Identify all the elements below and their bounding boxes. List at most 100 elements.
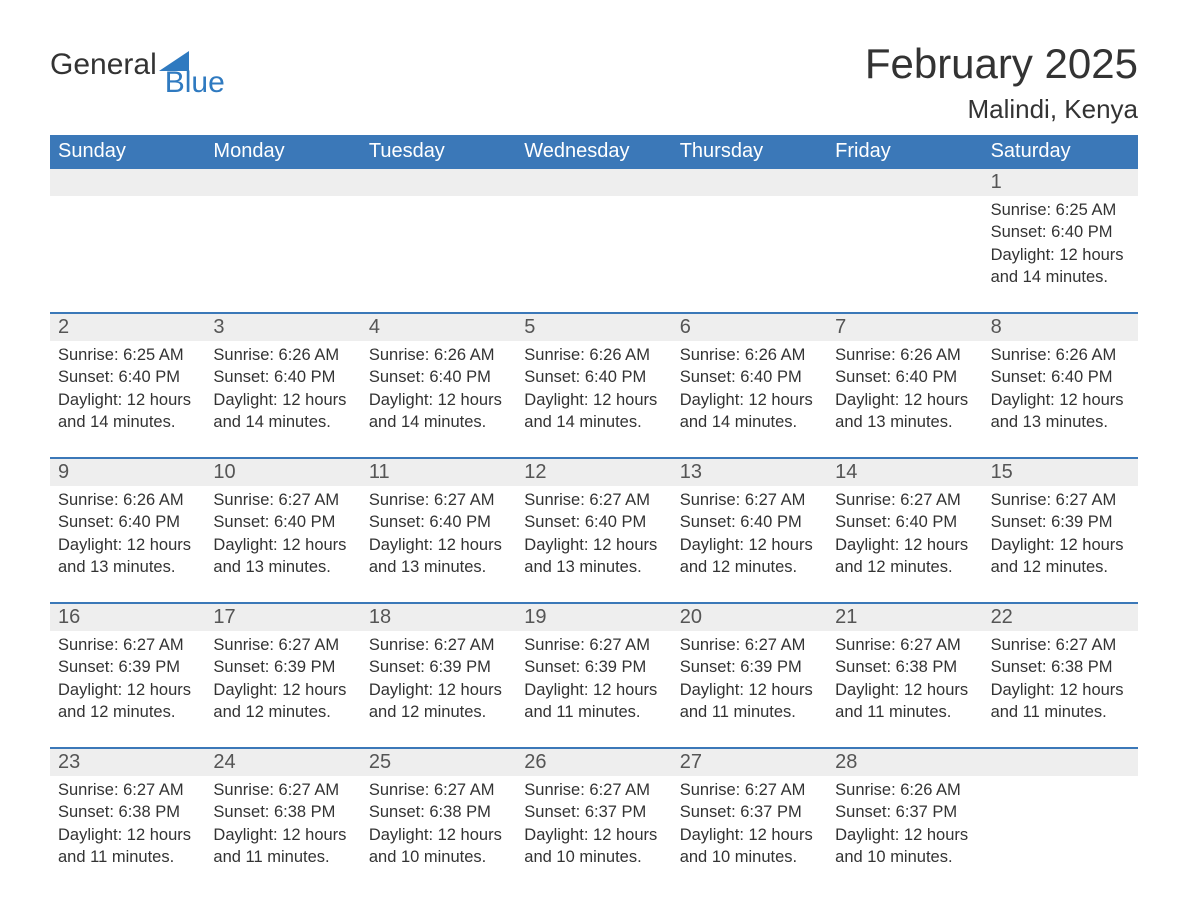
calendar-page: General Blue February 2025 Malindi, Keny… bbox=[0, 0, 1188, 906]
day-cell: Sunrise: 6:26 AMSunset: 6:40 PMDaylight:… bbox=[983, 341, 1138, 441]
day-cell: Sunrise: 6:26 AMSunset: 6:37 PMDaylight:… bbox=[827, 776, 982, 876]
weekday-thursday: Thursday bbox=[672, 135, 827, 169]
sunrise-text: Sunrise: 6:27 AM bbox=[835, 635, 974, 656]
daylight-text-line2: and 11 minutes. bbox=[213, 847, 352, 868]
sunset-text: Sunset: 6:39 PM bbox=[680, 657, 819, 678]
daylight-text-line1: Daylight: 12 hours bbox=[369, 825, 508, 846]
daylight-text-line2: and 11 minutes. bbox=[835, 702, 974, 723]
day-number: 12 bbox=[516, 459, 671, 486]
sunset-text: Sunset: 6:40 PM bbox=[991, 222, 1130, 243]
day-cell: Sunrise: 6:26 AMSunset: 6:40 PMDaylight:… bbox=[672, 341, 827, 441]
daylight-text-line1: Daylight: 12 hours bbox=[213, 680, 352, 701]
weekday-header-row: Sunday Monday Tuesday Wednesday Thursday… bbox=[50, 135, 1138, 169]
day-cell: Sunrise: 6:25 AMSunset: 6:40 PMDaylight:… bbox=[50, 341, 205, 441]
title-block: February 2025 Malindi, Kenya bbox=[865, 40, 1138, 125]
day-cell: Sunrise: 6:27 AMSunset: 6:38 PMDaylight:… bbox=[50, 776, 205, 876]
day-number: 4 bbox=[361, 314, 516, 341]
day-number bbox=[361, 169, 516, 196]
daylight-text-line2: and 14 minutes. bbox=[991, 267, 1130, 288]
sunset-text: Sunset: 6:38 PM bbox=[835, 657, 974, 678]
sunrise-text: Sunrise: 6:27 AM bbox=[680, 635, 819, 656]
logo: General Blue bbox=[50, 40, 253, 80]
daylight-text-line2: and 14 minutes. bbox=[213, 412, 352, 433]
daylight-text-line2: and 12 minutes. bbox=[58, 702, 197, 723]
daylight-text-line1: Daylight: 12 hours bbox=[369, 680, 508, 701]
day-number: 7 bbox=[827, 314, 982, 341]
logo-text-blue: Blue bbox=[165, 68, 225, 98]
day-cell: Sunrise: 6:27 AMSunset: 6:39 PMDaylight:… bbox=[361, 631, 516, 731]
weekday-monday: Monday bbox=[205, 135, 360, 169]
daylight-text-line1: Daylight: 12 hours bbox=[680, 680, 819, 701]
sunrise-text: Sunrise: 6:27 AM bbox=[369, 780, 508, 801]
daylight-text-line1: Daylight: 12 hours bbox=[524, 825, 663, 846]
sunrise-text: Sunrise: 6:26 AM bbox=[369, 345, 508, 366]
day-cell: Sunrise: 6:26 AMSunset: 6:40 PMDaylight:… bbox=[50, 486, 205, 586]
day-number: 8 bbox=[983, 314, 1138, 341]
sunrise-text: Sunrise: 6:26 AM bbox=[524, 345, 663, 366]
day-number bbox=[516, 169, 671, 196]
calendar-week: 1Sunrise: 6:25 AMSunset: 6:40 PMDaylight… bbox=[50, 169, 1138, 296]
day-number bbox=[827, 169, 982, 196]
sunrise-text: Sunrise: 6:25 AM bbox=[58, 345, 197, 366]
day-cell: Sunrise: 6:27 AMSunset: 6:38 PMDaylight:… bbox=[361, 776, 516, 876]
sunset-text: Sunset: 6:40 PM bbox=[835, 367, 974, 388]
day-cell bbox=[672, 196, 827, 296]
day-number: 24 bbox=[205, 749, 360, 776]
day-cell: Sunrise: 6:27 AMSunset: 6:39 PMDaylight:… bbox=[205, 631, 360, 731]
day-cell: Sunrise: 6:27 AMSunset: 6:37 PMDaylight:… bbox=[516, 776, 671, 876]
day-cell: Sunrise: 6:25 AMSunset: 6:40 PMDaylight:… bbox=[983, 196, 1138, 296]
day-number: 5 bbox=[516, 314, 671, 341]
weekday-saturday: Saturday bbox=[983, 135, 1138, 169]
sunset-text: Sunset: 6:37 PM bbox=[524, 802, 663, 823]
day-number: 25 bbox=[361, 749, 516, 776]
sunset-text: Sunset: 6:40 PM bbox=[213, 367, 352, 388]
day-cell: Sunrise: 6:27 AMSunset: 6:39 PMDaylight:… bbox=[50, 631, 205, 731]
weekday-friday: Friday bbox=[827, 135, 982, 169]
daylight-text-line2: and 10 minutes. bbox=[835, 847, 974, 868]
day-number: 17 bbox=[205, 604, 360, 631]
calendar-week: 232425262728Sunrise: 6:27 AMSunset: 6:38… bbox=[50, 747, 1138, 876]
daylight-text-line2: and 10 minutes. bbox=[524, 847, 663, 868]
daylight-text-line2: and 12 minutes. bbox=[835, 557, 974, 578]
day-number: 14 bbox=[827, 459, 982, 486]
sunset-text: Sunset: 6:40 PM bbox=[213, 512, 352, 533]
day-cell: Sunrise: 6:26 AMSunset: 6:40 PMDaylight:… bbox=[827, 341, 982, 441]
day-number: 13 bbox=[672, 459, 827, 486]
sunset-text: Sunset: 6:40 PM bbox=[369, 367, 508, 388]
sunset-text: Sunset: 6:39 PM bbox=[991, 512, 1130, 533]
day-cell: Sunrise: 6:26 AMSunset: 6:40 PMDaylight:… bbox=[516, 341, 671, 441]
location-label: Malindi, Kenya bbox=[865, 94, 1138, 125]
day-cell bbox=[50, 196, 205, 296]
day-number: 6 bbox=[672, 314, 827, 341]
weekday-sunday: Sunday bbox=[50, 135, 205, 169]
daylight-text-line1: Daylight: 12 hours bbox=[213, 825, 352, 846]
sunset-text: Sunset: 6:40 PM bbox=[369, 512, 508, 533]
sunset-text: Sunset: 6:40 PM bbox=[835, 512, 974, 533]
sunrise-text: Sunrise: 6:27 AM bbox=[524, 780, 663, 801]
daylight-text-line2: and 13 minutes. bbox=[524, 557, 663, 578]
sunrise-text: Sunrise: 6:27 AM bbox=[58, 780, 197, 801]
sunrise-text: Sunrise: 6:26 AM bbox=[58, 490, 197, 511]
day-cell: Sunrise: 6:27 AMSunset: 6:40 PMDaylight:… bbox=[361, 486, 516, 586]
day-number bbox=[205, 169, 360, 196]
calendar-week: 9101112131415Sunrise: 6:26 AMSunset: 6:4… bbox=[50, 457, 1138, 586]
sunset-text: Sunset: 6:40 PM bbox=[680, 367, 819, 388]
day-number: 23 bbox=[50, 749, 205, 776]
daylight-text-line1: Daylight: 12 hours bbox=[991, 680, 1130, 701]
day-cell: Sunrise: 6:27 AMSunset: 6:37 PMDaylight:… bbox=[672, 776, 827, 876]
sunset-text: Sunset: 6:37 PM bbox=[680, 802, 819, 823]
day-cell: Sunrise: 6:27 AMSunset: 6:38 PMDaylight:… bbox=[983, 631, 1138, 731]
daylight-text-line2: and 12 minutes. bbox=[991, 557, 1130, 578]
sunset-text: Sunset: 6:39 PM bbox=[524, 657, 663, 678]
day-number: 20 bbox=[672, 604, 827, 631]
day-number: 16 bbox=[50, 604, 205, 631]
day-cell bbox=[516, 196, 671, 296]
day-cell bbox=[827, 196, 982, 296]
daylight-text-line1: Daylight: 12 hours bbox=[835, 825, 974, 846]
sunrise-text: Sunrise: 6:26 AM bbox=[835, 345, 974, 366]
day-number: 3 bbox=[205, 314, 360, 341]
daylight-text-line2: and 13 minutes. bbox=[835, 412, 974, 433]
day-number bbox=[672, 169, 827, 196]
day-number-row: 2345678 bbox=[50, 314, 1138, 341]
sunrise-text: Sunrise: 6:26 AM bbox=[835, 780, 974, 801]
